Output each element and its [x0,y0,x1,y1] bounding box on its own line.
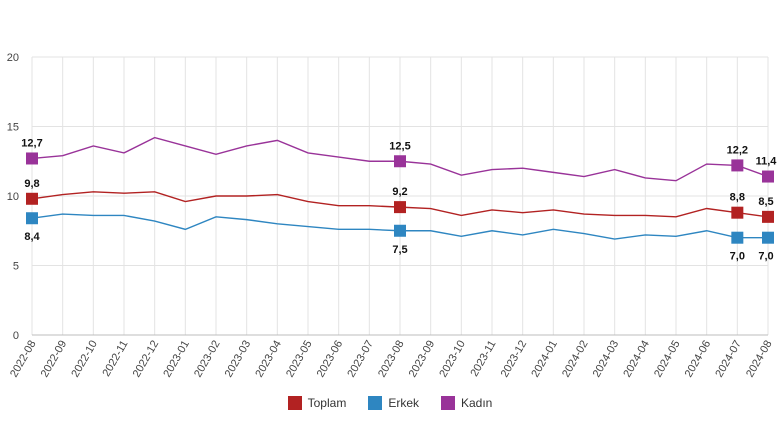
legend-item-kadin[interactable]: Kadın [441,396,492,410]
x-tick-label: 2024-07 [713,339,744,380]
x-tick-label: 2024-05 [652,339,683,380]
x-tick-label: 2024-03 [591,339,622,380]
data-point-marker [394,224,406,237]
x-tick-label: 2022-10 [69,339,100,380]
data-label: 7,0 [758,251,773,263]
legend-swatch-toplam [287,396,302,410]
y-axis: 0 5 10 15 20 [7,52,19,342]
legend-label-erkek: Erkek [388,396,419,410]
y-tick-label: 15 [7,122,19,134]
data-point-marker [731,159,744,172]
x-tick-label: 2024-01 [529,339,560,380]
data-point-marker [394,155,406,168]
data-point-marker [26,192,38,205]
legend-swatch-kadin [441,396,455,410]
x-tick-label: 2023-01 [161,339,192,380]
data-label: 8,8 [730,192,745,204]
series-markers [26,152,774,244]
data-point-marker [762,170,774,183]
data-point-marker [731,206,744,219]
data-label: 9,2 [392,186,407,198]
data-label: 9,8 [24,178,39,190]
x-tick-label: 2024-06 [683,339,714,380]
x-axis: 2022-08 2022-09 2022-10 2022-11 2022-12 2023-… [8,339,775,380]
x-tick-label: 2022-09 [39,339,70,380]
data-label: 12,7 [21,137,42,149]
x-tick-label: 2023-08 [376,339,407,380]
x-tick-label: 2024-02 [560,339,591,380]
data-point-marker [26,152,38,165]
x-tick-label: 2023-07 [345,339,376,380]
x-tick-label: 2023-06 [315,339,346,380]
x-tick-label: 2023-12 [499,339,530,380]
data-label: 7,5 [392,244,407,256]
data-point-marker [762,231,774,244]
x-tick-label: 2023-11 [468,339,498,379]
x-tick-label: 2023-04 [253,339,284,380]
x-tick-label: 2023-10 [437,339,468,380]
data-point-marker [26,212,38,225]
x-tick-label: 2023-09 [407,339,438,380]
x-tick-label: 2023-03 [223,339,254,380]
data-label: 8,5 [758,196,773,208]
data-point-marker [731,231,744,244]
data-point-marker [394,201,406,214]
x-tick-label: 2022-08 [8,339,39,380]
legend-label-toplam: Toplam [307,396,347,410]
legend-swatch-erkek [368,396,383,410]
y-tick-label: 10 [7,191,19,203]
y-tick-label: 20 [7,52,19,64]
x-tick-label: 2024-04 [621,339,652,380]
x-tick-label: 2023-02 [192,339,223,380]
x-tick-label: 2023-05 [284,339,315,380]
y-tick-label: 5 [13,261,19,273]
chart-legend: Toplam Erkek Kadın [0,396,780,410]
x-tick-label: 2024-08 [744,339,775,380]
data-label: 11,4 [756,156,778,168]
data-label: 12,2 [727,144,748,156]
y-tick-label: 0 [13,330,19,342]
x-tick-label: 2022-12 [131,339,162,380]
legend-item-toplam[interactable]: Toplam [287,396,347,410]
legend-item-erkek[interactable]: Erkek [368,396,419,410]
x-tick-label: 2022-11 [100,339,130,379]
data-label: 8,4 [24,231,40,243]
legend-label-kadin: Kadın [461,396,493,410]
data-label: 12,5 [389,140,410,152]
data-point-marker [762,210,774,223]
data-label: 7,0 [730,251,745,263]
chart-grid [31,56,769,336]
data-labels: 9,8 9,2 8,8 8,5 8,4 7,5 7,0 7,0 12,7 12,5 12,2 11,4 [21,137,777,262]
